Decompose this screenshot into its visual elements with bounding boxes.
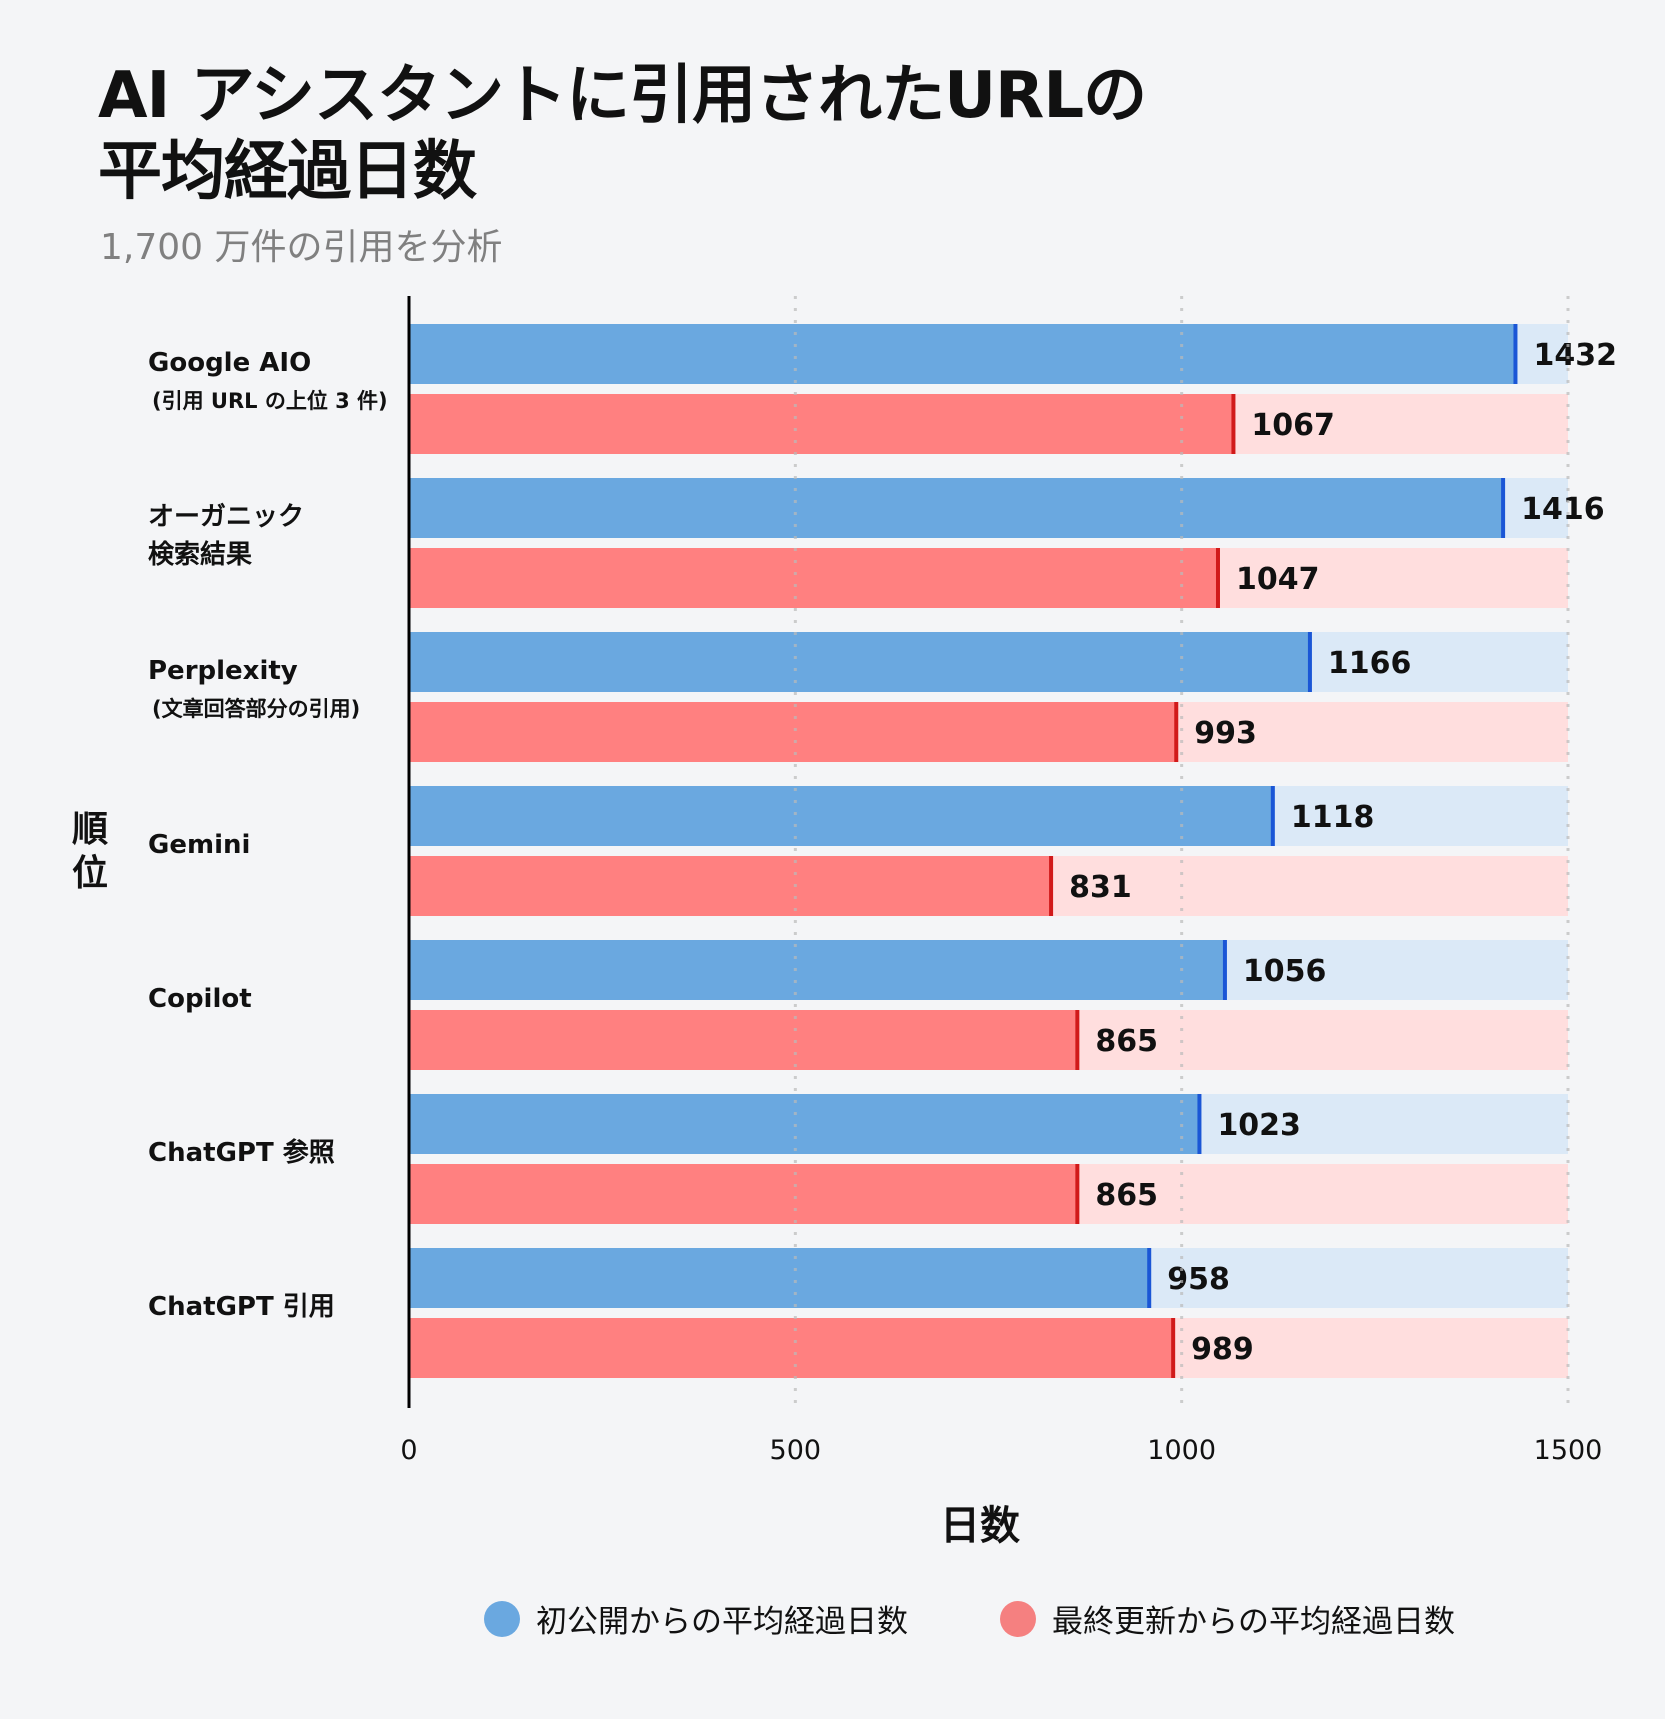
bar — [409, 1164, 1078, 1224]
bar-end-marker — [1513, 324, 1518, 384]
category-sublabel: (文章回答部分の引用) — [152, 697, 361, 721]
category-sublabel: (引用 URL の上位 3 件) — [152, 389, 388, 413]
data-label: 1047 — [1236, 562, 1320, 597]
bar — [409, 478, 1504, 538]
bar — [409, 940, 1225, 1000]
data-label: 1023 — [1217, 1108, 1301, 1143]
data-label: 1432 — [1533, 338, 1617, 373]
category-label: Google AIO (引用 URL の上位 3 件) — [148, 344, 388, 420]
category-sublabel: 検索結果 — [148, 540, 253, 570]
y-axis-label: 順位 — [71, 809, 108, 894]
category-label: ChatGPT 引用 — [148, 1288, 335, 1326]
bar — [409, 1248, 1150, 1308]
bar — [409, 394, 1234, 454]
bar — [409, 702, 1177, 762]
x-axis-label: 日数 — [940, 1503, 1020, 1549]
category-label: オーガニック 検索結果 — [148, 498, 304, 574]
data-label: 1118 — [1291, 800, 1375, 835]
bar — [409, 786, 1273, 846]
legend-label: 最終更新からの平均経過日数 — [1052, 1604, 1455, 1640]
data-label: 1166 — [1328, 646, 1412, 681]
bar-end-marker — [1501, 478, 1506, 538]
bar — [409, 1318, 1174, 1378]
legend-item-first-published: 初公開からの平均経過日数 — [484, 1596, 908, 1641]
data-label: 865 — [1095, 1024, 1158, 1059]
bar — [409, 548, 1218, 608]
data-label: 831 — [1069, 870, 1132, 905]
legend-item-last-updated: 最終更新からの平均経過日数 — [1000, 1596, 1455, 1641]
data-label: 993 — [1194, 716, 1257, 751]
category-name: Gemini — [148, 830, 251, 860]
chart-subtitle: 1,700 万件の引用を分析 — [100, 227, 503, 268]
category-label: Perplexity (文章回答部分の引用) — [148, 652, 360, 728]
category-label: ChatGPT 参照 — [148, 1134, 335, 1172]
data-label: 989 — [1191, 1332, 1254, 1367]
category-name: Perplexity — [148, 656, 298, 686]
bar-end-marker — [1171, 1318, 1176, 1378]
chart-title: AI アシスタントに引用されたURLの 平均経過日数 — [98, 59, 1147, 209]
bar-end-marker — [1215, 548, 1220, 608]
bar — [409, 1094, 1200, 1154]
bar-end-marker — [1197, 1094, 1202, 1154]
bar-end-marker — [1222, 940, 1227, 1000]
category-name: ChatGPT 参照 — [148, 1138, 335, 1168]
bar-end-marker — [1049, 856, 1054, 916]
legend-label: 初公開からの平均経過日数 — [536, 1604, 908, 1640]
bar-end-marker — [1174, 702, 1179, 762]
data-label: 865 — [1095, 1178, 1158, 1213]
category-name: ChatGPT 引用 — [148, 1292, 335, 1322]
x-tick-label: 1000 — [1147, 1435, 1216, 1466]
bar-end-marker — [1075, 1164, 1080, 1224]
x-tick-label: 1500 — [1534, 1435, 1603, 1466]
legend-swatch-red — [1000, 1600, 1036, 1637]
bar-end-marker — [1075, 1010, 1080, 1070]
bar-end-marker — [1270, 786, 1275, 846]
bar — [409, 324, 1516, 384]
bar — [409, 856, 1052, 916]
category-label: Gemini — [148, 826, 250, 864]
category-name: Copilot — [148, 984, 252, 1014]
data-label: 1056 — [1243, 954, 1327, 989]
category-name: Google AIO — [148, 348, 312, 378]
x-tick-label: 500 — [770, 1435, 822, 1466]
bar-end-marker — [1147, 1248, 1152, 1308]
category-label: Copilot — [148, 980, 252, 1018]
bar — [409, 632, 1310, 692]
data-label: 1067 — [1251, 408, 1335, 443]
bar-end-marker — [1307, 632, 1312, 692]
legend-swatch-blue — [484, 1600, 520, 1637]
bar-end-marker — [1231, 394, 1236, 454]
data-label: 958 — [1167, 1262, 1230, 1297]
x-tick-label: 0 — [400, 1435, 417, 1466]
bar — [409, 1010, 1078, 1070]
category-name: オーガニック — [148, 502, 305, 532]
data-label: 1416 — [1521, 492, 1605, 527]
